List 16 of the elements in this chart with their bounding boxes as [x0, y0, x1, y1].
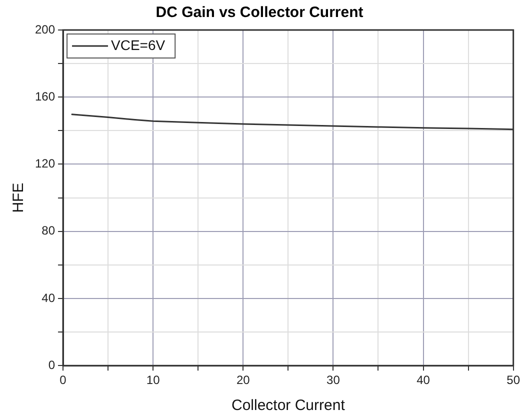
y-axis-title: HFE: [10, 182, 28, 213]
x-axis-title: Collector Current: [231, 397, 346, 414]
y-tick-label: 160: [34, 89, 56, 104]
x-tick-label: 40: [416, 373, 430, 388]
x-tick-label: 30: [326, 373, 340, 388]
legend-label: VCE=6V: [111, 36, 166, 53]
x-tick-label: 20: [236, 373, 250, 388]
y-tick-label: 80: [42, 224, 56, 238]
y-tick-label: 40: [42, 290, 56, 305]
chart-title: DC Gain vs Collector Current: [156, 4, 364, 22]
x-tick-label: 10: [146, 373, 160, 388]
y-tick-label: 200: [34, 22, 56, 36]
x-tick-label: 50: [506, 373, 520, 388]
x-tick-label: 0: [60, 373, 67, 388]
y-tick-label: 120: [34, 156, 56, 171]
y-tick-label: 0: [48, 358, 56, 372]
